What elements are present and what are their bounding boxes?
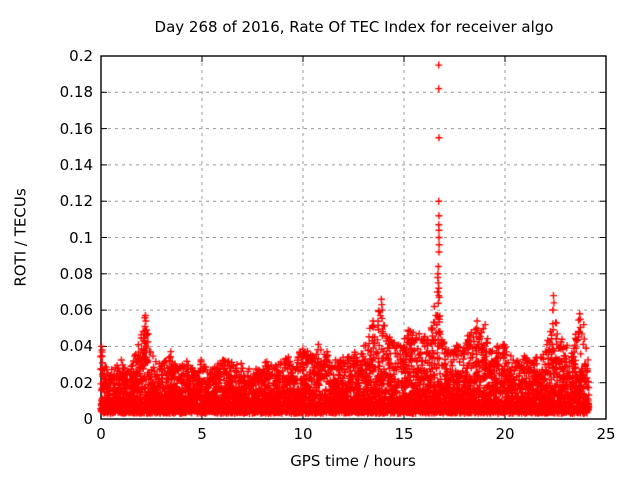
x-tick-label: 10	[293, 425, 313, 443]
y-axis-label: ROTI / TECUs	[11, 188, 30, 287]
y-tick-label: 0.16	[59, 119, 93, 138]
x-tick-label: 0	[96, 425, 106, 443]
x-tick-label: 25	[596, 425, 616, 443]
x-tick-label: 20	[495, 425, 515, 443]
y-tick-label: 0	[83, 410, 93, 428]
y-tick-label: 0.18	[59, 83, 93, 102]
y-tick-label: 0.12	[59, 192, 93, 211]
y-tick-label: 0.2	[69, 47, 93, 65]
chart-title: Day 268 of 2016, Rate Of TEC Index for r…	[154, 18, 554, 36]
y-tick-label: 0.04	[59, 337, 93, 356]
x-tick-label: 15	[394, 425, 414, 443]
y-tick-label: 0.1	[69, 228, 93, 247]
x-tick-label: 5	[197, 425, 207, 443]
x-axis-label: GPS time / hours	[290, 452, 416, 470]
y-tick-label: 0.08	[59, 264, 93, 283]
y-tick-label: 0.14	[59, 155, 93, 174]
y-tick-label: 0.06	[59, 301, 93, 320]
y-tick-label: 0.02	[59, 373, 93, 392]
